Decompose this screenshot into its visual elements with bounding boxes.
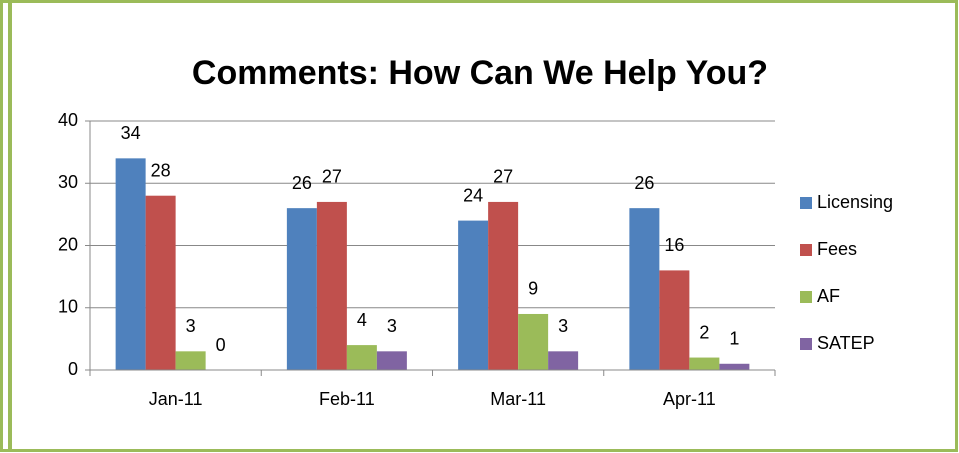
bar: [458, 220, 489, 370]
data-label: 9: [528, 279, 538, 299]
data-label: 3: [558, 316, 568, 336]
legend-swatch: [800, 197, 812, 209]
data-label: 4: [357, 310, 367, 330]
bar: [346, 345, 377, 370]
data-label: 16: [664, 235, 684, 255]
legend-label: Fees: [817, 239, 857, 259]
x-tick-label: Jan-11: [149, 389, 203, 409]
legend-label: Licensing: [817, 192, 893, 212]
bar: [518, 313, 549, 370]
data-label: 27: [493, 167, 513, 187]
y-tick-label: 10: [58, 297, 78, 317]
data-label: 0: [216, 335, 226, 355]
data-label: 26: [292, 173, 312, 193]
bar: [145, 195, 176, 370]
data-label: 3: [387, 316, 397, 336]
y-tick-label: 40: [58, 110, 78, 130]
legend-label: AF: [817, 286, 840, 306]
data-label: 2: [699, 322, 709, 342]
data-label: 3: [186, 316, 196, 336]
data-label: 28: [151, 160, 171, 180]
y-tick-label: 0: [68, 359, 78, 379]
y-tick-label: 20: [58, 234, 78, 254]
bar: [316, 201, 347, 370]
data-label: 34: [121, 123, 141, 143]
bar: [286, 208, 317, 370]
bar: [548, 351, 579, 370]
x-tick-label: Mar-11: [490, 389, 546, 409]
x-tick-label: Apr-11: [663, 389, 716, 409]
chart-title: Comments: How Can We Help You?: [192, 54, 768, 92]
bar: [488, 201, 519, 370]
legend-swatch: [800, 338, 812, 350]
bar: [115, 158, 146, 370]
legend-swatch: [800, 244, 812, 256]
data-label: 27: [322, 167, 342, 187]
data-label: 1: [729, 329, 739, 349]
data-label: 26: [634, 173, 654, 193]
legend-swatch: [800, 291, 812, 303]
bar: [376, 351, 407, 370]
bar: [629, 208, 660, 370]
bar: [689, 357, 720, 370]
x-tick-label: Feb-11: [319, 389, 375, 409]
data-label: 24: [463, 185, 483, 205]
legend-label: SATEP: [817, 333, 875, 353]
y-tick-label: 30: [58, 172, 78, 192]
bar: [659, 270, 690, 370]
bar: [175, 351, 206, 370]
bar: [719, 363, 750, 370]
